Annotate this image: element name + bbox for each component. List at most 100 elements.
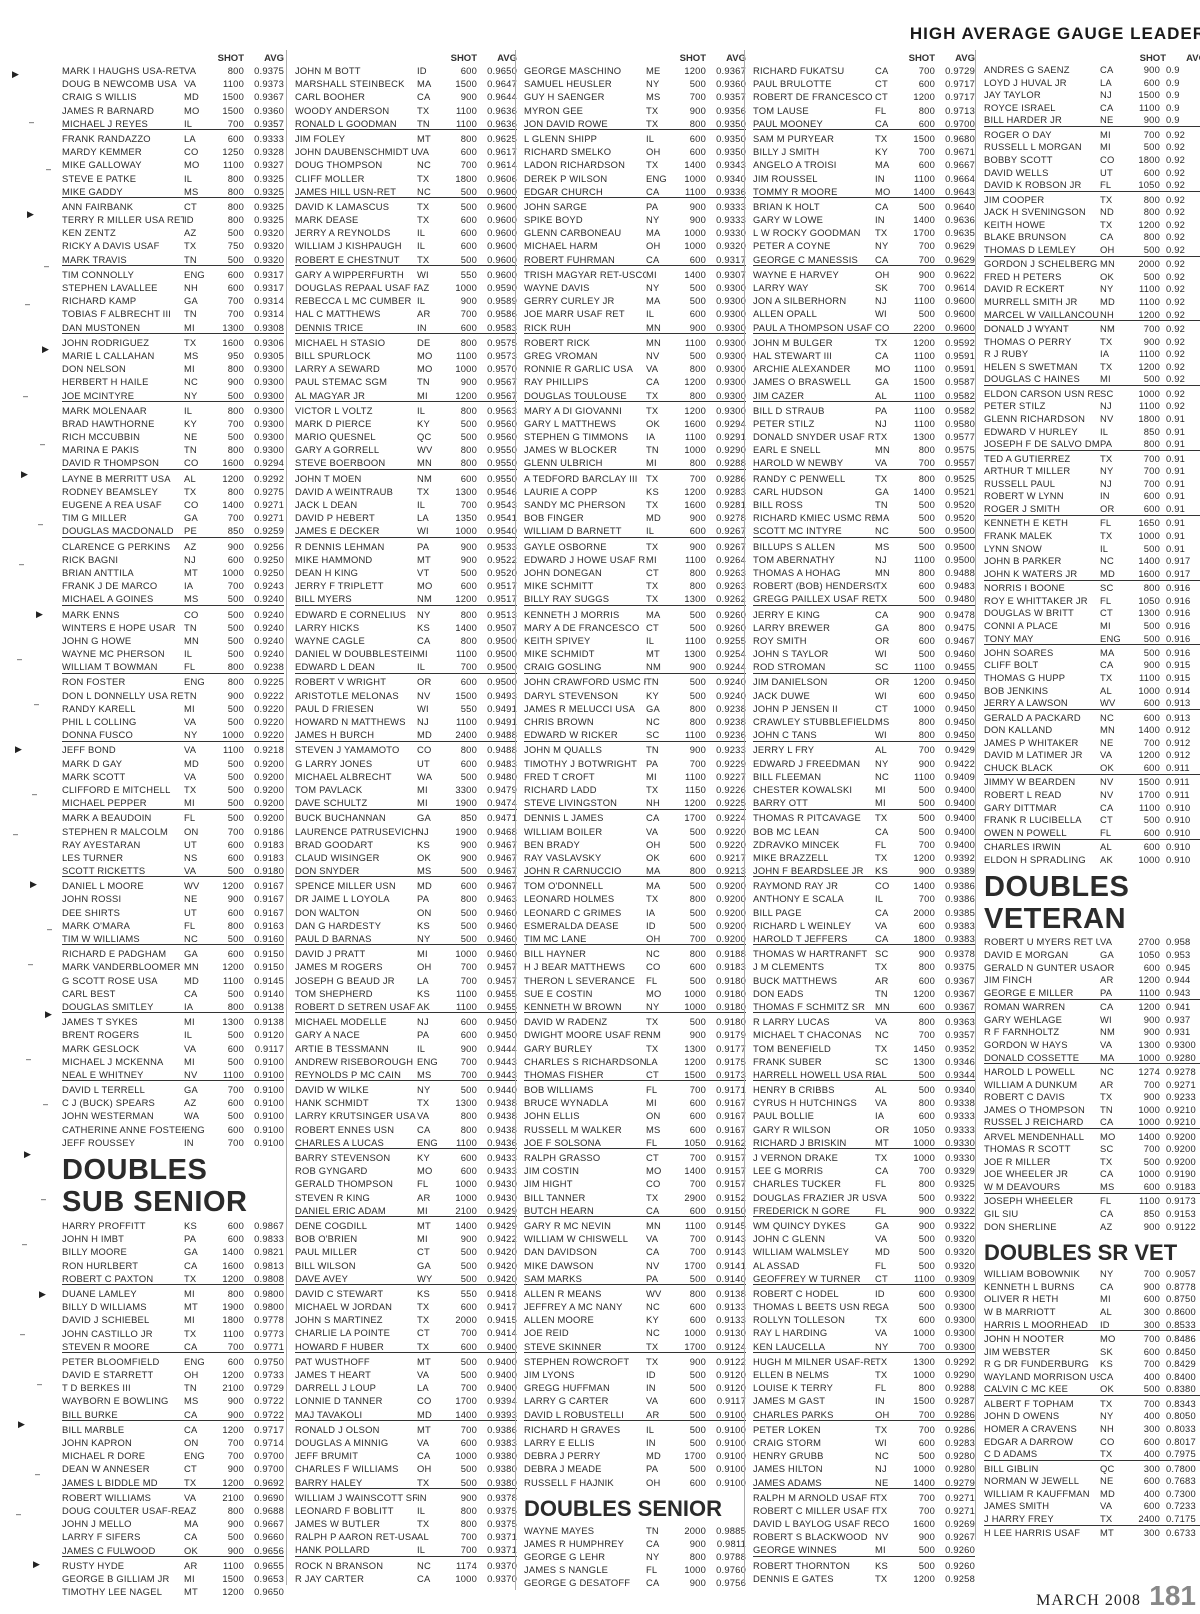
- shooter-state: OK: [184, 1544, 198, 1556]
- shooter-state: CA: [875, 825, 889, 837]
- shooter-state: CT: [646, 566, 659, 578]
- binding-mark-icon: ▶: [24, 1149, 31, 1159]
- shooter-row: DOUG COULTER USAF-RET AZ 800 0.9688: [62, 1504, 284, 1517]
- average: 0.9771: [254, 1340, 284, 1352]
- average: 0.92: [1166, 218, 1186, 230]
- average: 0.9200: [1166, 1130, 1196, 1142]
- shooter-row: LARRY BREWER GA 800 0.9475: [753, 621, 975, 634]
- shooter-state: ON: [184, 1437, 199, 1448]
- average: 0.917: [1166, 567, 1191, 579]
- shooter-row: GEORGE G DESATOFF CA 900 0.9756: [524, 1576, 746, 1589]
- targets-shot: 700: [689, 91, 706, 103]
- shooter-name: L GLENN SHIPP: [524, 132, 598, 144]
- targets-shot: 700: [918, 838, 935, 850]
- shooter-row: MARY A DI GIOVANNI TX 1200 0.9300: [524, 404, 746, 417]
- shooter-name: NORMAN W JEWELL: [984, 1475, 1080, 1487]
- shooter-state: IL: [184, 648, 193, 660]
- average: 0.9370: [487, 1559, 517, 1571]
- targets-shot: 1500: [455, 689, 477, 701]
- shooter-name: R G DR FUNDERBURG: [984, 1358, 1089, 1370]
- shooter-state: MN: [184, 961, 199, 973]
- average: 0.917: [1166, 555, 1191, 567]
- shooter-state: MN: [417, 457, 432, 469]
- shooter-row: GARY WEHLAGE WI 900 0.937: [984, 1014, 1200, 1027]
- shooter-row: ROBERT E CHESTNUT TX 500 0.9600: [295, 253, 517, 267]
- shooter-name: MIKE SCHMIDT: [524, 648, 595, 660]
- shooter-name: BOB MC LEAN: [753, 825, 820, 837]
- shooter-name: DON NELSON: [62, 363, 126, 375]
- shooter-name: LARRY WAY: [753, 282, 809, 293]
- shooter-state: MA: [875, 159, 890, 171]
- shooter-row: DAVID L BAYLOG USAF RET CO 1600 0.9269: [753, 1517, 975, 1530]
- average: 0.91: [1166, 465, 1186, 477]
- shooter-row: MIKE BRAZZELL TX 1200 0.9392: [753, 851, 975, 864]
- shooter-row: BILLUPS S ALLEN MS 500 0.9500: [753, 540, 975, 553]
- shooter-state: CT: [417, 1327, 430, 1339]
- average: 0.9664: [945, 172, 975, 184]
- average: 0.9143: [716, 1233, 746, 1245]
- shooter-state: MI: [417, 389, 428, 401]
- targets-shot: 700: [227, 512, 244, 524]
- shooter-name: DONNA FUSCO: [62, 729, 133, 741]
- shooter-name: JIM COOPER: [984, 193, 1045, 205]
- targets-shot: 2000: [684, 1524, 706, 1536]
- shooter-row: JOHN C TANS WI 800 0.9450: [753, 728, 975, 742]
- shooter-name: JIM FOLEY: [295, 132, 346, 144]
- shooter-row: ANDREW RISEBOROUGH ENG 700 0.9443: [295, 1055, 517, 1068]
- shooter-state: TX: [417, 200, 430, 212]
- shooter-state: ON: [184, 825, 199, 837]
- targets-shot: 600: [1143, 841, 1160, 853]
- shooter-state: PA: [417, 1029, 430, 1041]
- average: 0.9688: [254, 1504, 284, 1516]
- shooter-name: DONALD SNYDER USAF RET: [753, 431, 875, 443]
- shooter-name: FRED T CROFT: [524, 770, 595, 782]
- shooter-name: ANGELO A TROISI: [753, 159, 837, 171]
- shooter-row: TOBIAS F ALBRECHT III TN 700 0.9314: [62, 307, 284, 320]
- targets-shot: 1000: [455, 1450, 477, 1462]
- shooter-state: CT: [646, 1152, 659, 1163]
- shooter-state: MA: [1100, 646, 1115, 658]
- shooter-name: TOM BENEFIELD: [753, 1042, 831, 1054]
- shooter-row: HANK POLLARD IL 700 0.9371: [295, 1543, 517, 1557]
- targets-shot: 500: [227, 227, 244, 239]
- shooter-name: DON SHERLINE: [984, 1220, 1057, 1232]
- average: 0.9167: [254, 893, 284, 905]
- shooter-state: IL: [646, 132, 655, 144]
- shooter-name: J VERNON DRAKE: [753, 1152, 839, 1163]
- shooter-row: MARK MOLENAAR IL 800 0.9300: [62, 404, 284, 417]
- targets-shot: 900: [689, 1537, 706, 1549]
- shooter-row: RICHARD LADD TX 1150 0.9226: [524, 783, 746, 796]
- shooter-state: VA: [646, 1395, 659, 1407]
- average: 0.9656: [254, 1544, 284, 1556]
- shooter-row: TRISH MAGYAR RET-USCG MI 1400 0.9307: [524, 268, 746, 281]
- shooter-row: WILLIAM A DUNKUM AR 700 0.9271: [984, 1079, 1200, 1092]
- shooter-state: MN: [875, 566, 890, 578]
- shooter-name: HANK SCHMIDT: [295, 1097, 369, 1109]
- shooter-row: FRED T CROFT MI 1100 0.9227: [524, 770, 746, 783]
- targets-shot: 2000: [1138, 258, 1160, 270]
- average: 0.9622: [945, 268, 975, 280]
- average: 0.9120: [716, 1369, 746, 1380]
- targets-shot: 1000: [684, 987, 706, 999]
- shooter-state: NE: [875, 1476, 889, 1488]
- average: 0.9333: [716, 200, 746, 212]
- shooter-row: MYRON GEE TX 900 0.9356: [524, 104, 746, 117]
- targets-shot: 1200: [913, 676, 935, 688]
- shooter-row: MARK I HAUGHS USA-RET VA 800 0.9375: [62, 64, 284, 77]
- average: 0.9467: [945, 634, 975, 646]
- shooter-row: KENNETH W BROWN NY 1000 0.9180: [524, 1000, 746, 1014]
- shooter-name: ROBERT L READ: [984, 789, 1062, 801]
- shooter-state: UT: [184, 906, 197, 918]
- shooter-name: KENNETH E KETH: [984, 517, 1069, 529]
- average: 0.9457: [487, 974, 517, 986]
- shooter-name: CALVIN C MC KEE: [984, 1383, 1069, 1395]
- average: 0.9167: [716, 1097, 746, 1109]
- shooter-row: RICHARD H GRAVES IL 500 0.9100: [524, 1423, 746, 1436]
- shooter-row: JOE R MILLER TX 500 0.9200: [984, 1156, 1200, 1169]
- shooter-state: SC: [875, 1055, 889, 1067]
- targets-shot: 500: [460, 865, 477, 877]
- average: 0.92: [1166, 270, 1186, 282]
- targets-shot: 1800: [913, 933, 935, 944]
- shooter-name: BOB O'BRIEN: [295, 1233, 358, 1245]
- average: 0.9606: [487, 172, 517, 184]
